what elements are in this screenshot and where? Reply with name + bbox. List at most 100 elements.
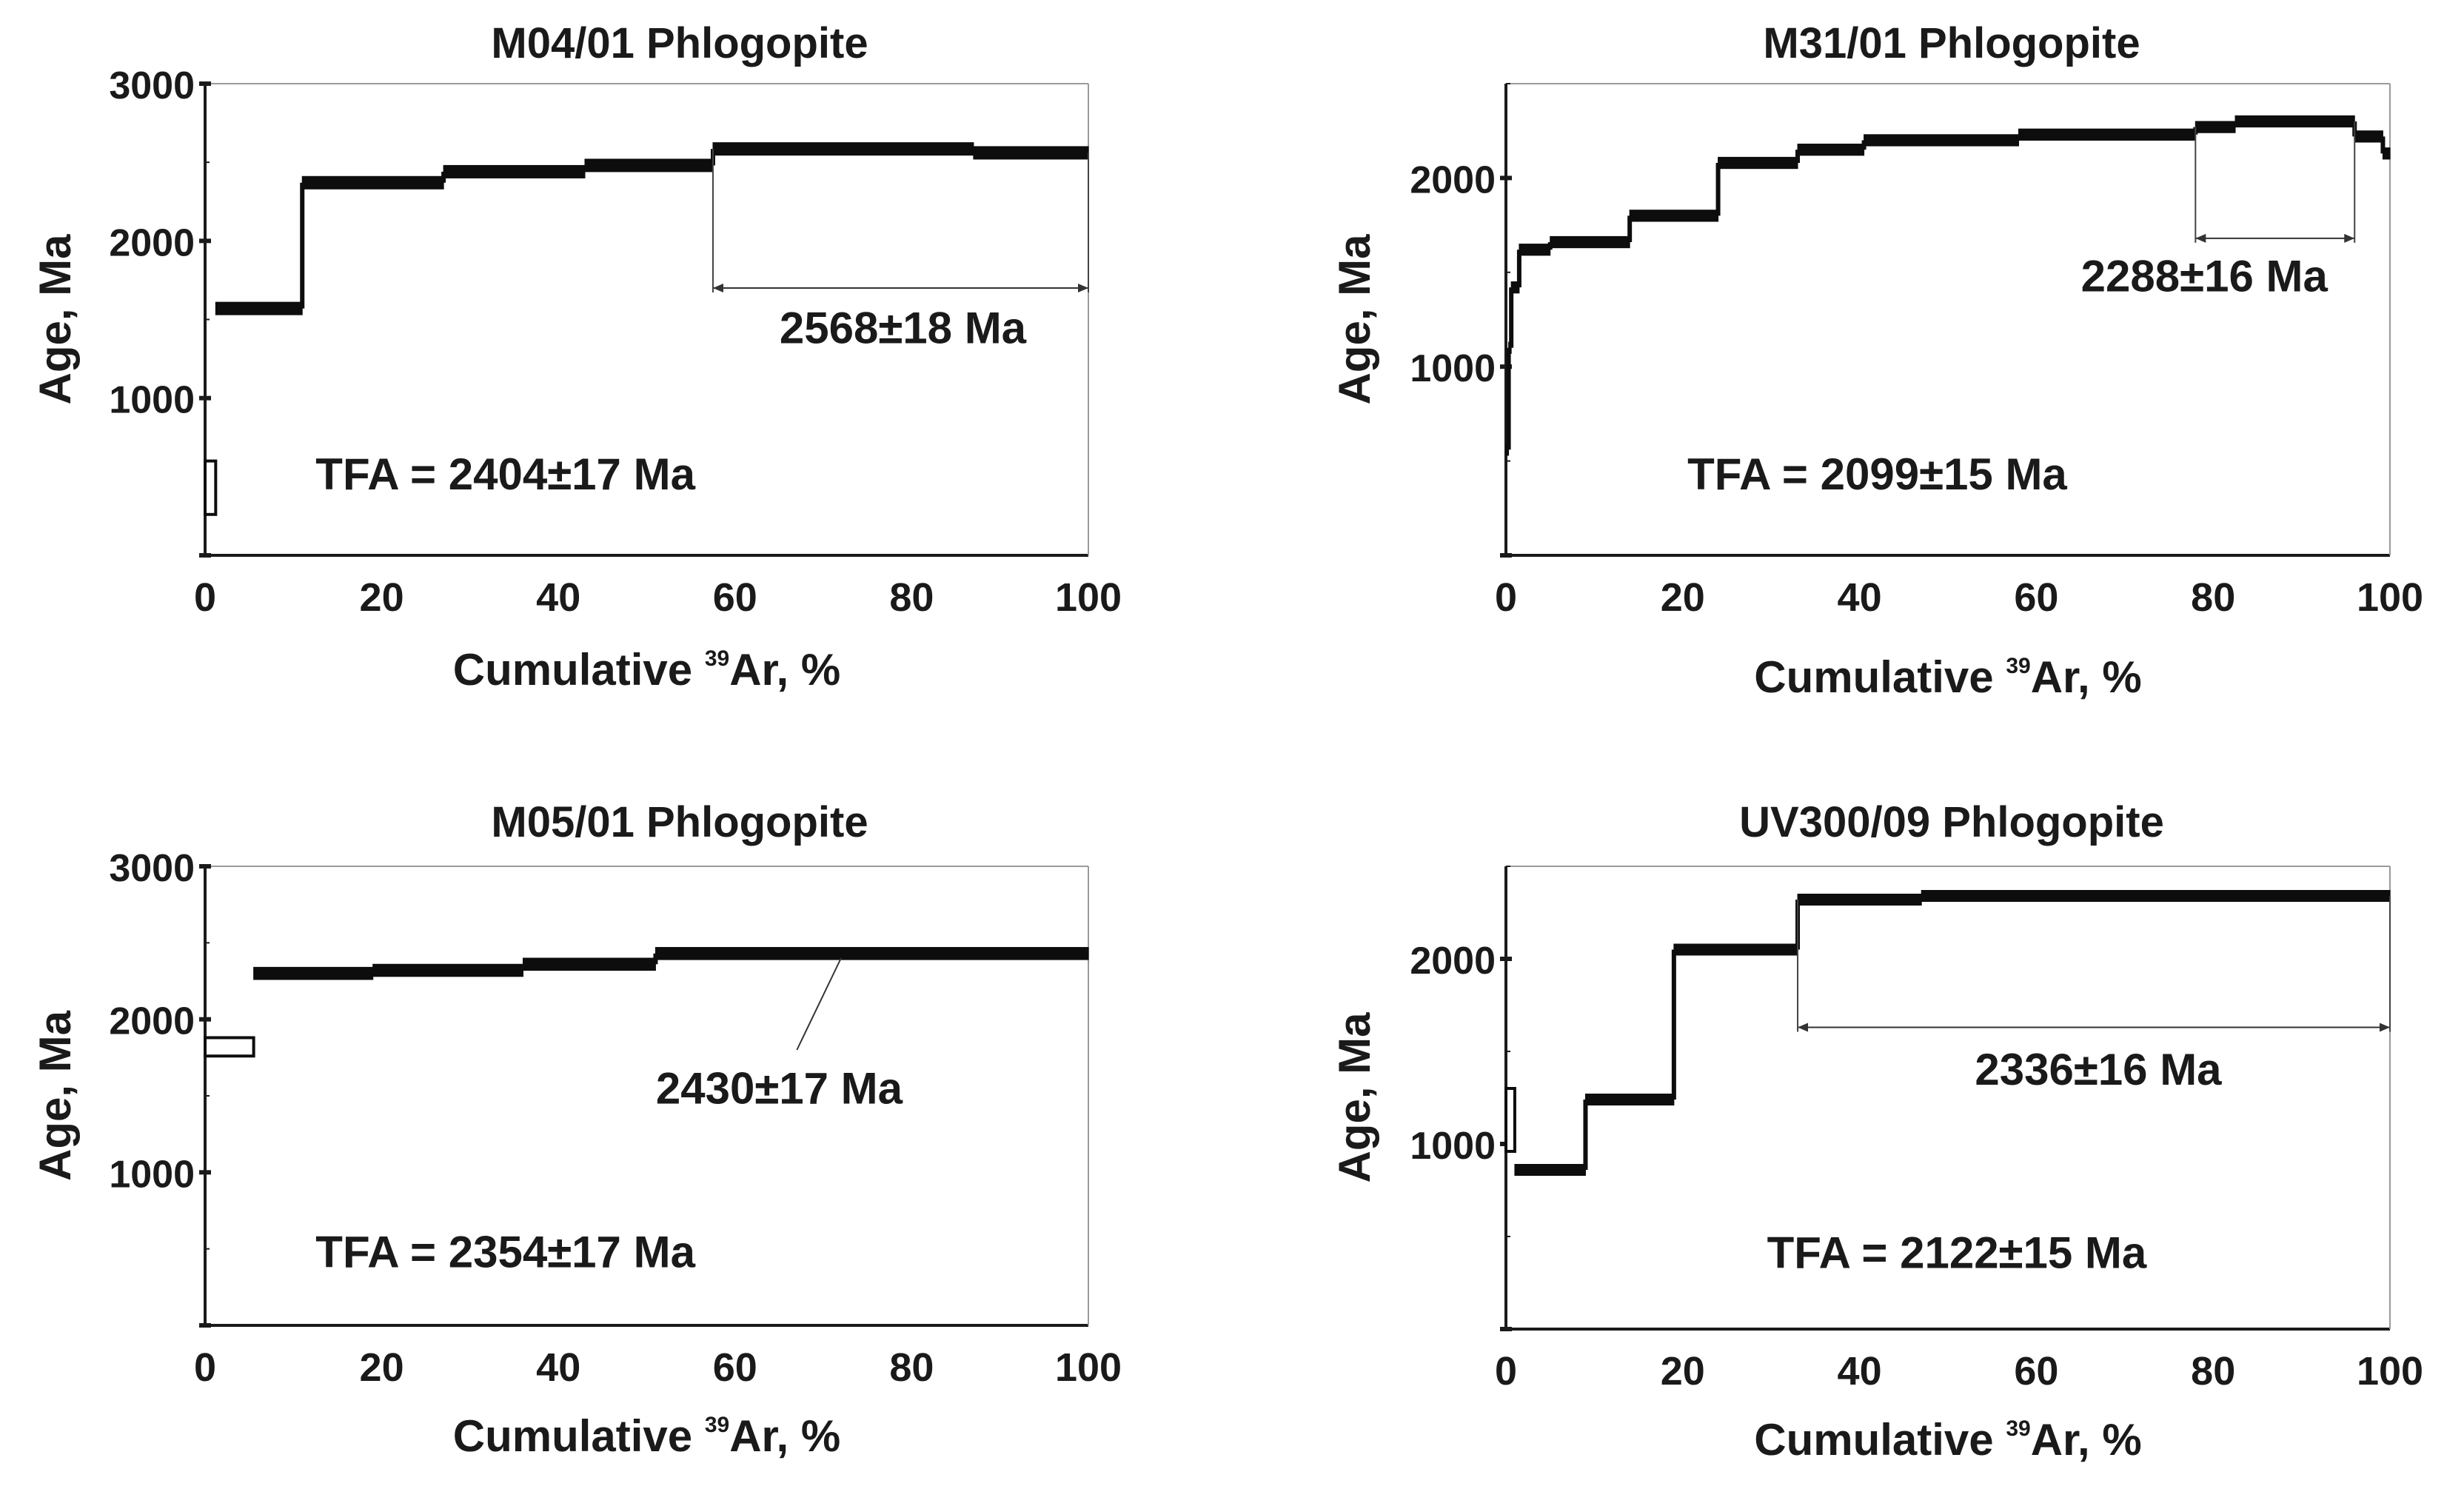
y-axis-label: Age, Ma xyxy=(30,1010,80,1181)
y-tick-label: 2000 xyxy=(1410,940,1496,983)
age-step-10 xyxy=(2018,128,2196,141)
plateau-age-label: 2288±16 Ma xyxy=(2081,251,2329,301)
plateau-arrow-right xyxy=(2344,233,2355,243)
tfa-label: TFA = 2099±15 Ma xyxy=(1687,449,2067,499)
age-step-3 xyxy=(301,175,444,190)
x-axis-label-prefix: Cumulative xyxy=(1754,652,2006,702)
age-step-6 xyxy=(1921,890,2391,902)
x-axis-label-prefix: Cumulative xyxy=(1754,1415,2006,1465)
x-tick-label: 20 xyxy=(1661,1349,1705,1393)
age-step-5 xyxy=(584,158,714,173)
chart-panel-2: M31/01 Phlogopite 1000 2000 0 20 40 60 80 100 Age… xyxy=(1330,19,2423,702)
plateau-age-label: 2336±16 Ma xyxy=(1975,1045,2222,1094)
tfa-label: TFA = 2122±15 Ma xyxy=(1767,1228,2147,1278)
age-step-7 xyxy=(973,146,1089,160)
age-step-2 xyxy=(253,966,374,980)
plateau-arrow-right xyxy=(2380,1023,2390,1032)
age-step-1 xyxy=(1504,1087,1516,1153)
age-step-5 xyxy=(1550,235,1630,249)
plateau-arrow-left xyxy=(1798,1023,1809,1032)
y-tick-label: 2000 xyxy=(109,1000,195,1043)
age-step-5 xyxy=(1797,894,1922,906)
age-step-2 xyxy=(1514,1164,1586,1176)
chart-panel-3: M05/01 Phlogopite 1000 2000 3000 0 20 40 60 80 10… xyxy=(30,798,1122,1461)
x-axis-label-suffix: Ar, % xyxy=(2031,1415,2142,1465)
plateau-age-label: 2430±17 Ma xyxy=(656,1063,903,1113)
y-tick-label: 1000 xyxy=(1410,1125,1496,1168)
plateau-leader xyxy=(796,957,842,1051)
x-axis-label-prefix: Cumulative xyxy=(453,645,705,695)
chart-title: M31/01 Phlogopite xyxy=(1763,19,2140,67)
x-tick-label: 0 xyxy=(1495,575,1517,620)
age-step-9 xyxy=(1864,134,2020,147)
x-tick-label: 40 xyxy=(536,575,580,620)
x-tick-label: 0 xyxy=(194,575,216,620)
plateau-age-label: 2568±18 Ma xyxy=(780,303,1027,352)
x-tick-label: 60 xyxy=(713,575,757,620)
x-axis-label-superscript: 39 xyxy=(2006,654,2030,678)
x-tick-label: 40 xyxy=(536,1345,580,1390)
x-tick-label: 100 xyxy=(2357,575,2423,620)
y-tick-label: 1000 xyxy=(1410,347,1496,390)
x-axis-label-superscript: 39 xyxy=(705,1413,729,1437)
age-step-7 xyxy=(1718,156,1798,170)
x-tick-label: 80 xyxy=(889,575,934,620)
age-step-11 xyxy=(2194,121,2236,133)
plateau-arrow-left xyxy=(2195,233,2206,243)
age-step-8 xyxy=(1797,144,1865,156)
x-tick-label: 0 xyxy=(194,1345,216,1390)
x-tick-label: 60 xyxy=(2014,575,2058,620)
chart-title: M05/01 Phlogopite xyxy=(491,798,868,846)
y-tick-label: 3000 xyxy=(109,64,195,107)
chart-title: M04/01 Phlogopite xyxy=(491,19,868,67)
age-step-5 xyxy=(654,947,1089,960)
age-step-4 xyxy=(443,164,586,178)
age-step-13 xyxy=(2354,130,2383,143)
x-tick-label: 80 xyxy=(2191,1349,2235,1393)
x-tick-label: 80 xyxy=(889,1345,934,1390)
x-tick-label: 100 xyxy=(1055,575,1122,620)
x-axis-label: Cumulative 39Ar, % xyxy=(453,645,841,695)
x-tick-label: 100 xyxy=(2357,1349,2423,1393)
x-axis-label: Cumulative 39Ar, % xyxy=(1754,1415,2142,1465)
age-step-4 xyxy=(1519,244,1551,256)
y-tick-label: 1000 xyxy=(109,379,195,422)
chart-panel-1: M04/01 Phlogopite 1000 2000 3000 0 20 40 60 80 10… xyxy=(30,19,1122,695)
age-step-6 xyxy=(1629,210,1719,222)
x-tick-label: 40 xyxy=(1838,575,1882,620)
chart-title: UV300/09 Phlogopite xyxy=(1739,798,2164,846)
y-tick-label: 2000 xyxy=(109,221,195,264)
tfa-label: TFA = 2404±17 Ma xyxy=(315,449,695,499)
age-step-1 xyxy=(204,1036,255,1058)
age-step-3 xyxy=(1584,1094,1675,1105)
x-axis-label-suffix: Ar, % xyxy=(2031,652,2142,702)
x-tick-label: 60 xyxy=(713,1345,757,1390)
x-tick-label: 80 xyxy=(2191,575,2235,620)
x-tick-label: 0 xyxy=(1495,1349,1517,1393)
x-axis-label-prefix: Cumulative xyxy=(453,1411,705,1461)
y-axis-label: Age, Ma xyxy=(1330,234,1379,405)
x-axis-label-superscript: 39 xyxy=(2006,1416,2030,1441)
x-axis-label-suffix: Ar, % xyxy=(729,1411,840,1461)
age-step-2 xyxy=(215,301,303,315)
age-step-12 xyxy=(2234,115,2355,128)
plateau-arrow-left xyxy=(712,284,723,293)
x-tick-label: 20 xyxy=(360,1345,404,1390)
age-step-6 xyxy=(712,142,974,156)
y-tick-label: 2000 xyxy=(1410,158,1496,201)
chart-panel-4: UV300/09 Phlogopite 1000 2000 0 20 40 60 80 100 A… xyxy=(1330,798,2423,1465)
x-tick-label: 60 xyxy=(2014,1349,2058,1393)
y-axis-label: Age, Ma xyxy=(30,234,80,405)
age-step-1 xyxy=(204,459,218,516)
x-tick-label: 40 xyxy=(1838,1349,1882,1393)
age-step-4 xyxy=(522,957,656,971)
x-tick-label: 100 xyxy=(1055,1345,1122,1390)
y-tick-label: 3000 xyxy=(109,847,195,890)
plateau-arrow-right xyxy=(1078,284,1088,293)
x-tick-label: 20 xyxy=(1661,575,1705,620)
x-axis-label-superscript: 39 xyxy=(705,646,729,671)
x-axis-label: Cumulative 39Ar, % xyxy=(453,1411,841,1461)
y-tick-label: 1000 xyxy=(109,1153,195,1196)
x-tick-label: 20 xyxy=(360,575,404,620)
